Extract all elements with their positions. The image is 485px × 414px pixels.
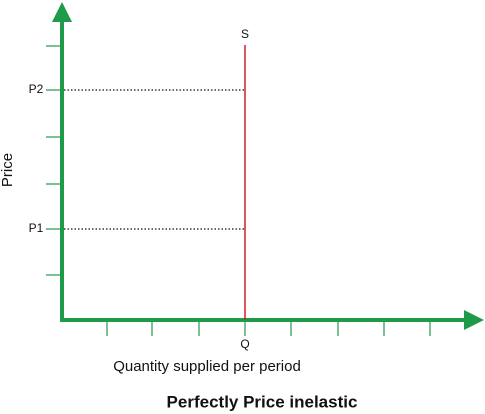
curve-label: S [241,27,249,41]
y-axis-label: Price [0,153,16,187]
y-axis-arrow [52,2,72,22]
y-ticks [46,45,62,276]
price-label: P2 [29,82,44,96]
x-axis-arrow [464,310,484,330]
price-label: P1 [29,221,44,235]
x-ticks [106,320,431,336]
title: Perfectly Price inelastic [167,392,358,411]
x-axis-label: Quantity supplied per period [113,358,301,375]
quantity-label: Q [240,337,249,351]
